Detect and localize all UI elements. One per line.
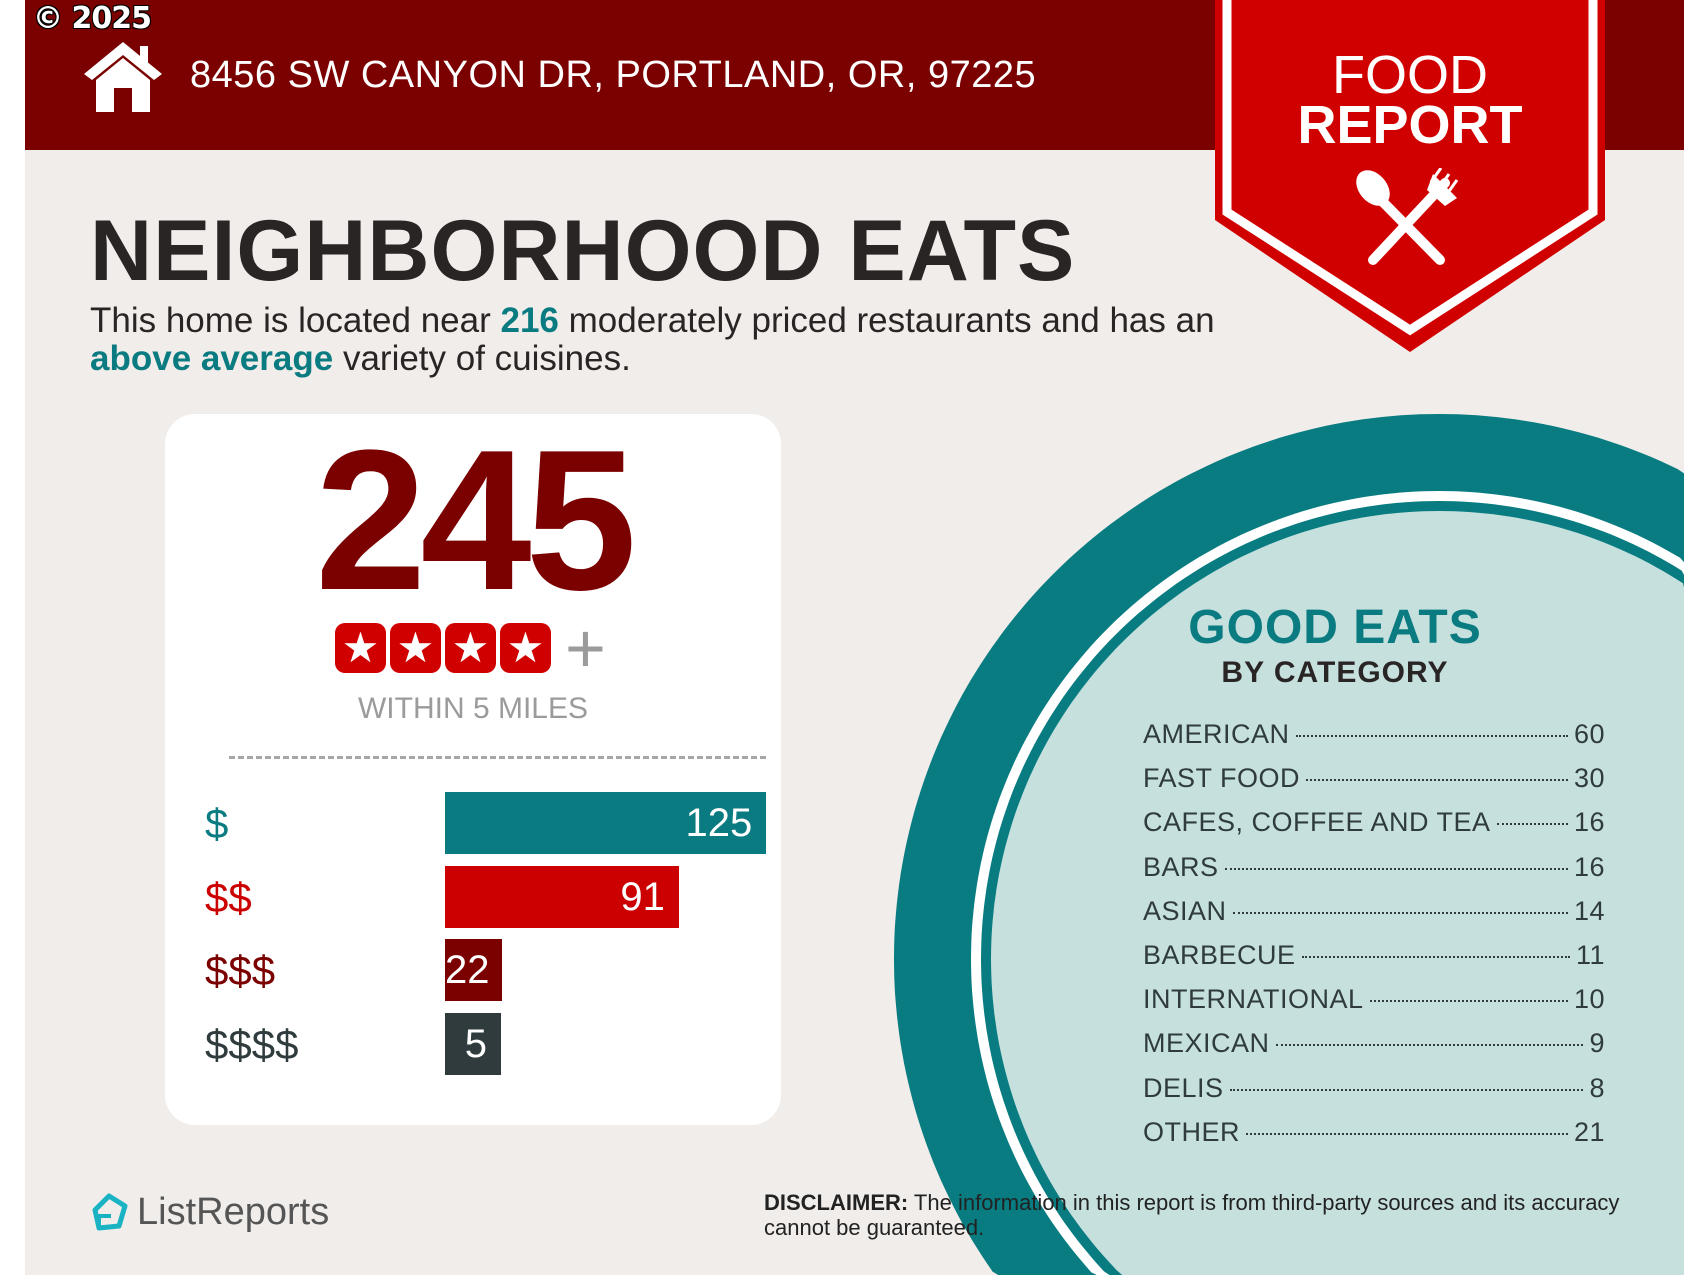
star-icon: ★ <box>445 623 496 673</box>
dot-leader <box>1295 735 1568 737</box>
listreports-logo-icon <box>92 1193 128 1231</box>
category-count: 21 <box>1573 1116 1605 1147</box>
price-tier-label: $$ <box>205 874 252 921</box>
category-count: 16 <box>1573 851 1605 882</box>
ribbon-line1: FOOD <box>1332 45 1488 105</box>
subtitle-part3: variety of cuisines. <box>333 339 631 378</box>
price-row: $$$$ 5 <box>205 1013 765 1075</box>
price-bar: 91 <box>445 866 679 928</box>
subtitle-part1: This home is located near <box>90 301 501 340</box>
page-title: NEIGHBORHOOD EATS <box>90 203 1076 299</box>
price-tier-label: $$$ <box>205 947 276 994</box>
category-count: 11 <box>1575 939 1605 970</box>
star-icon: ★ <box>390 623 441 673</box>
category-item: MEXICAN 9 <box>1143 1027 1605 1071</box>
price-row: $125 <box>205 792 767 854</box>
dot-leader <box>1275 1044 1584 1047</box>
category-item: CAFES, COFFEE AND TEA 16 <box>1143 806 1605 850</box>
dot-leader <box>1232 911 1568 914</box>
category-item: BARBECUE 11 <box>1143 939 1605 983</box>
category-count: 60 <box>1573 719 1605 749</box>
category-label: INTERNATIONAL <box>1143 984 1364 1015</box>
price-bar: 5 <box>445 1013 501 1075</box>
price-bar: 22 <box>445 939 502 1001</box>
category-item: DELIS 8 <box>1143 1072 1605 1116</box>
dot-leader <box>1369 1000 1568 1003</box>
dot-leader <box>1224 867 1568 870</box>
price-row: $$ 91 <box>205 866 765 928</box>
category-count: 9 <box>1589 1028 1605 1059</box>
food-report-ribbon <box>1215 0 1605 352</box>
dot-leader <box>1229 1088 1584 1091</box>
category-count: 16 <box>1573 807 1605 838</box>
plate-graphic <box>894 414 1684 1275</box>
star-rating: ★ ★ ★ ★ + <box>335 609 606 687</box>
dot-leader <box>1496 823 1568 826</box>
category-item: BARS 16 <box>1143 851 1605 895</box>
subtitle-part2: moderately priced restaurants and has an <box>558 301 1215 340</box>
category-count: 30 <box>1573 763 1605 794</box>
price-bar: 125 <box>445 792 767 854</box>
property-address: 8456 SW CANYON DR, PORTLAND, OR, 97225 <box>190 54 1037 96</box>
ribbon-title: FOOD REPORT <box>1215 45 1605 155</box>
dot-leader <box>1306 779 1568 782</box>
good-eats-subtitle: BY CATEGORY <box>1221 656 1449 689</box>
logo-text: ListReports <box>137 1191 330 1233</box>
category-count: 14 <box>1573 895 1605 926</box>
plate-center <box>991 511 1684 1275</box>
disclaimer-label: DISCLAIMER: <box>764 1190 909 1215</box>
category-label: DELIS <box>1143 1072 1224 1103</box>
listreports-logo: ListReports <box>89 1190 329 1234</box>
disclaimer-text: The information in this report is from t… <box>764 1190 1620 1240</box>
category-label: OTHER <box>1143 1116 1240 1147</box>
house-icon <box>84 42 162 112</box>
restaurant-count: 216 <box>500 301 559 340</box>
category-label: MEXICAN <box>1143 1028 1270 1059</box>
category-label: AMERICAN <box>1143 719 1290 749</box>
category-item: FAST FOOD 30 <box>1143 762 1605 806</box>
category-label: BARBECUE <box>1143 939 1296 970</box>
radius-label: WITHIN 5 MILES <box>357 692 589 725</box>
restaurant-summary-card: 245 ★ ★ ★ ★ + WITHIN 5 MILES $125 $$ 91 $$$… <box>165 414 781 1125</box>
category-item: ASIAN 14 <box>1143 895 1605 939</box>
disclaimer: DISCLAIMER: The information in this repo… <box>764 1190 1644 1240</box>
category-item: AMERICAN 60 <box>1143 718 1605 762</box>
variety-rating: above average <box>90 339 334 378</box>
star-icon: ★ <box>335 623 386 673</box>
dot-leader <box>1246 1132 1568 1135</box>
category-count: 10 <box>1573 984 1605 1015</box>
total-restaurants: 245 <box>315 409 637 632</box>
category-label: FAST FOOD <box>1143 763 1301 794</box>
category-item: OTHER 21 <box>1143 1116 1605 1160</box>
ribbon-line2: REPORT <box>1297 95 1523 155</box>
divider <box>229 756 766 759</box>
category-label: BARS <box>1143 851 1219 882</box>
food-report-page: © 2025 8456 SW CANYON DR, PORTLAND, OR, … <box>25 0 1684 1275</box>
category-list: AMERICAN 60 FAST FOOD 30 CAFES, COFFEE AND T… <box>1143 718 1605 1160</box>
price-tier-label: $$$$ <box>205 1021 299 1068</box>
price-row: $$$ 22 <box>205 939 765 1001</box>
spoon-fork-icon <box>1356 168 1459 265</box>
summary-text: This home is located near 216 moderately… <box>90 302 1240 378</box>
category-label: CAFES, COFFEE AND TEA <box>1143 807 1491 838</box>
category-item: INTERNATIONAL 10 <box>1143 983 1605 1027</box>
category-label: ASIAN <box>1143 895 1227 926</box>
copyright: © 2025 <box>33 1 152 36</box>
price-tier-label: $ <box>205 800 229 847</box>
dot-leader <box>1301 955 1570 958</box>
good-eats-title: GOOD EATS <box>1188 601 1482 654</box>
plus-sign: + <box>565 609 606 687</box>
category-count: 8 <box>1589 1072 1605 1103</box>
star-icon: ★ <box>500 623 551 673</box>
